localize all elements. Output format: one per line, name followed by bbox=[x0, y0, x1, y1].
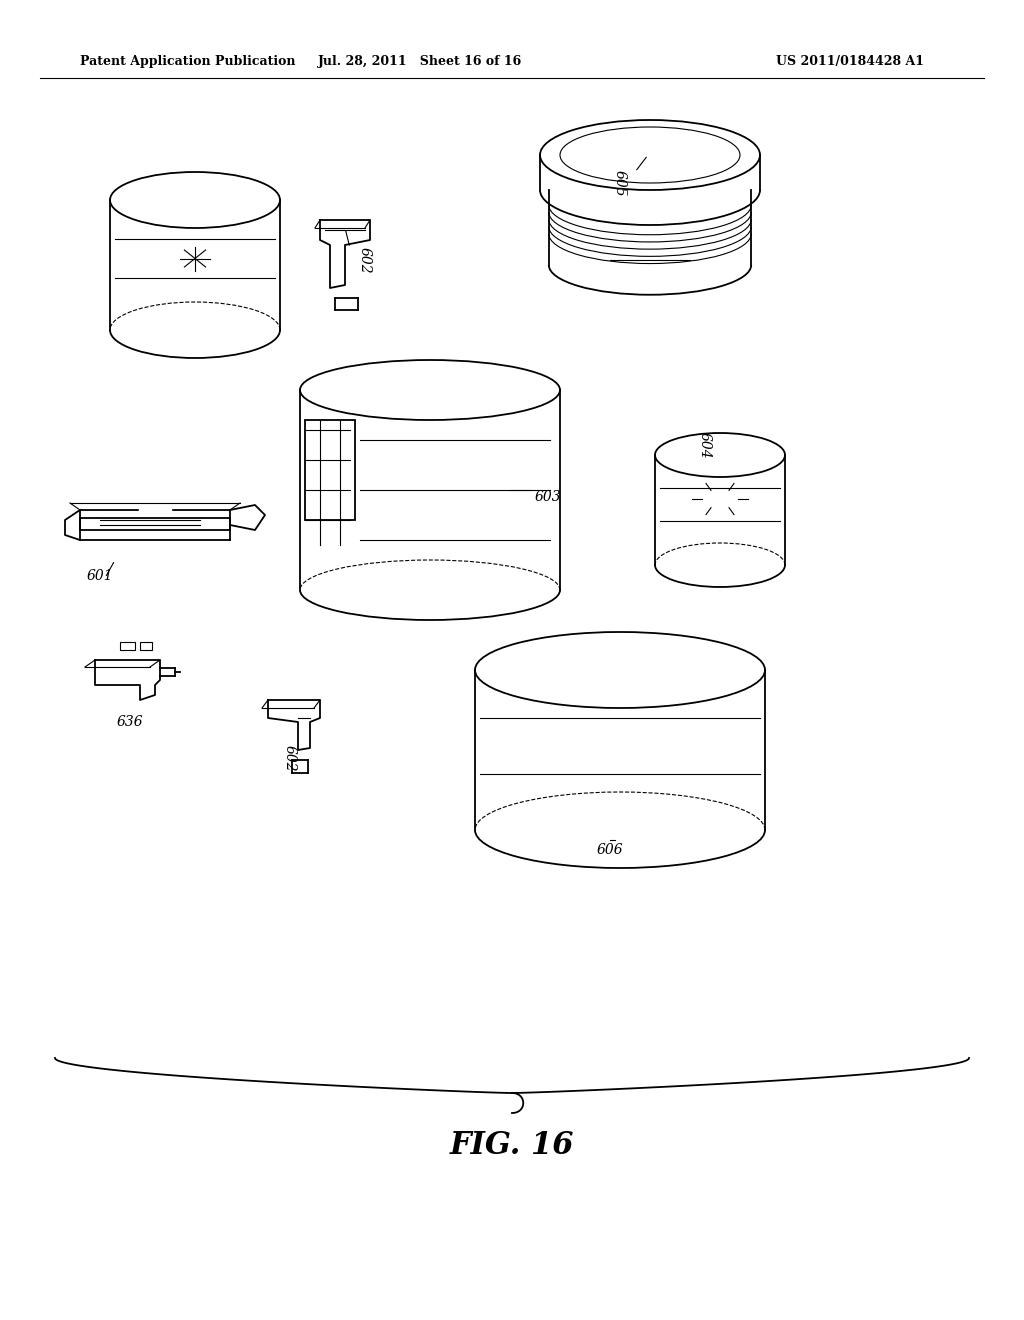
Text: 604: 604 bbox=[698, 432, 712, 458]
Text: Jul. 28, 2011   Sheet 16 of 16: Jul. 28, 2011 Sheet 16 of 16 bbox=[317, 55, 522, 69]
Text: 601: 601 bbox=[87, 569, 114, 583]
Text: 603: 603 bbox=[535, 490, 561, 504]
Text: 602: 602 bbox=[358, 247, 372, 273]
Text: FIG. 16: FIG. 16 bbox=[450, 1130, 574, 1160]
Text: 606: 606 bbox=[597, 843, 624, 857]
Text: 602: 602 bbox=[283, 744, 297, 771]
Text: US 2011/0184428 A1: US 2011/0184428 A1 bbox=[776, 55, 924, 69]
Text: Patent Application Publication: Patent Application Publication bbox=[80, 55, 296, 69]
Text: 636: 636 bbox=[117, 715, 143, 729]
Text: 605: 605 bbox=[613, 170, 627, 197]
